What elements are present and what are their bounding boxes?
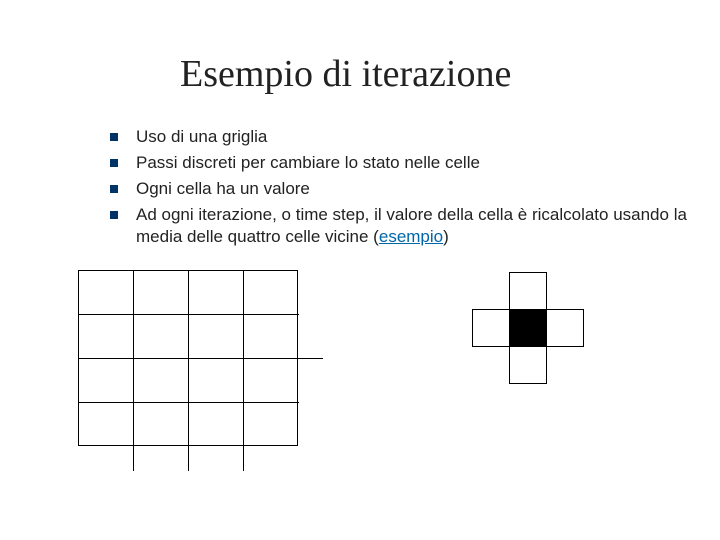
grid-diagram bbox=[78, 270, 298, 446]
bullet-icon bbox=[110, 159, 118, 167]
cross-neighbor-cell bbox=[472, 309, 510, 347]
list-item: Ogni cella ha un valore bbox=[110, 178, 690, 200]
bullet-text: Ad ogni iterazione, o time step, il valo… bbox=[136, 204, 690, 248]
cross-neighbor-cell bbox=[509, 346, 547, 384]
list-item: Uso di una griglia bbox=[110, 126, 690, 148]
bullet-text: Ogni cella ha un valore bbox=[136, 178, 310, 200]
bullet-icon bbox=[110, 133, 118, 141]
slide-title: Esempio di iterazione bbox=[180, 52, 511, 96]
bullet-icon bbox=[110, 211, 118, 219]
bullet-text: Uso di una griglia bbox=[136, 126, 267, 148]
bullet-icon bbox=[110, 185, 118, 193]
bullet-text: Passi discreti per cambiare lo stato nel… bbox=[136, 152, 480, 174]
cross-neighbor-cell bbox=[509, 272, 547, 310]
list-item: Passi discreti per cambiare lo stato nel… bbox=[110, 152, 690, 174]
example-link[interactable]: esempio bbox=[379, 227, 443, 246]
bullet-text-suffix: ) bbox=[443, 227, 449, 246]
cross-neighbor-cell bbox=[546, 309, 584, 347]
list-item: Ad ogni iterazione, o time step, il valo… bbox=[110, 204, 690, 248]
bullet-list: Uso di una griglia Passi discreti per ca… bbox=[110, 126, 690, 252]
cross-center-cell bbox=[509, 309, 547, 347]
